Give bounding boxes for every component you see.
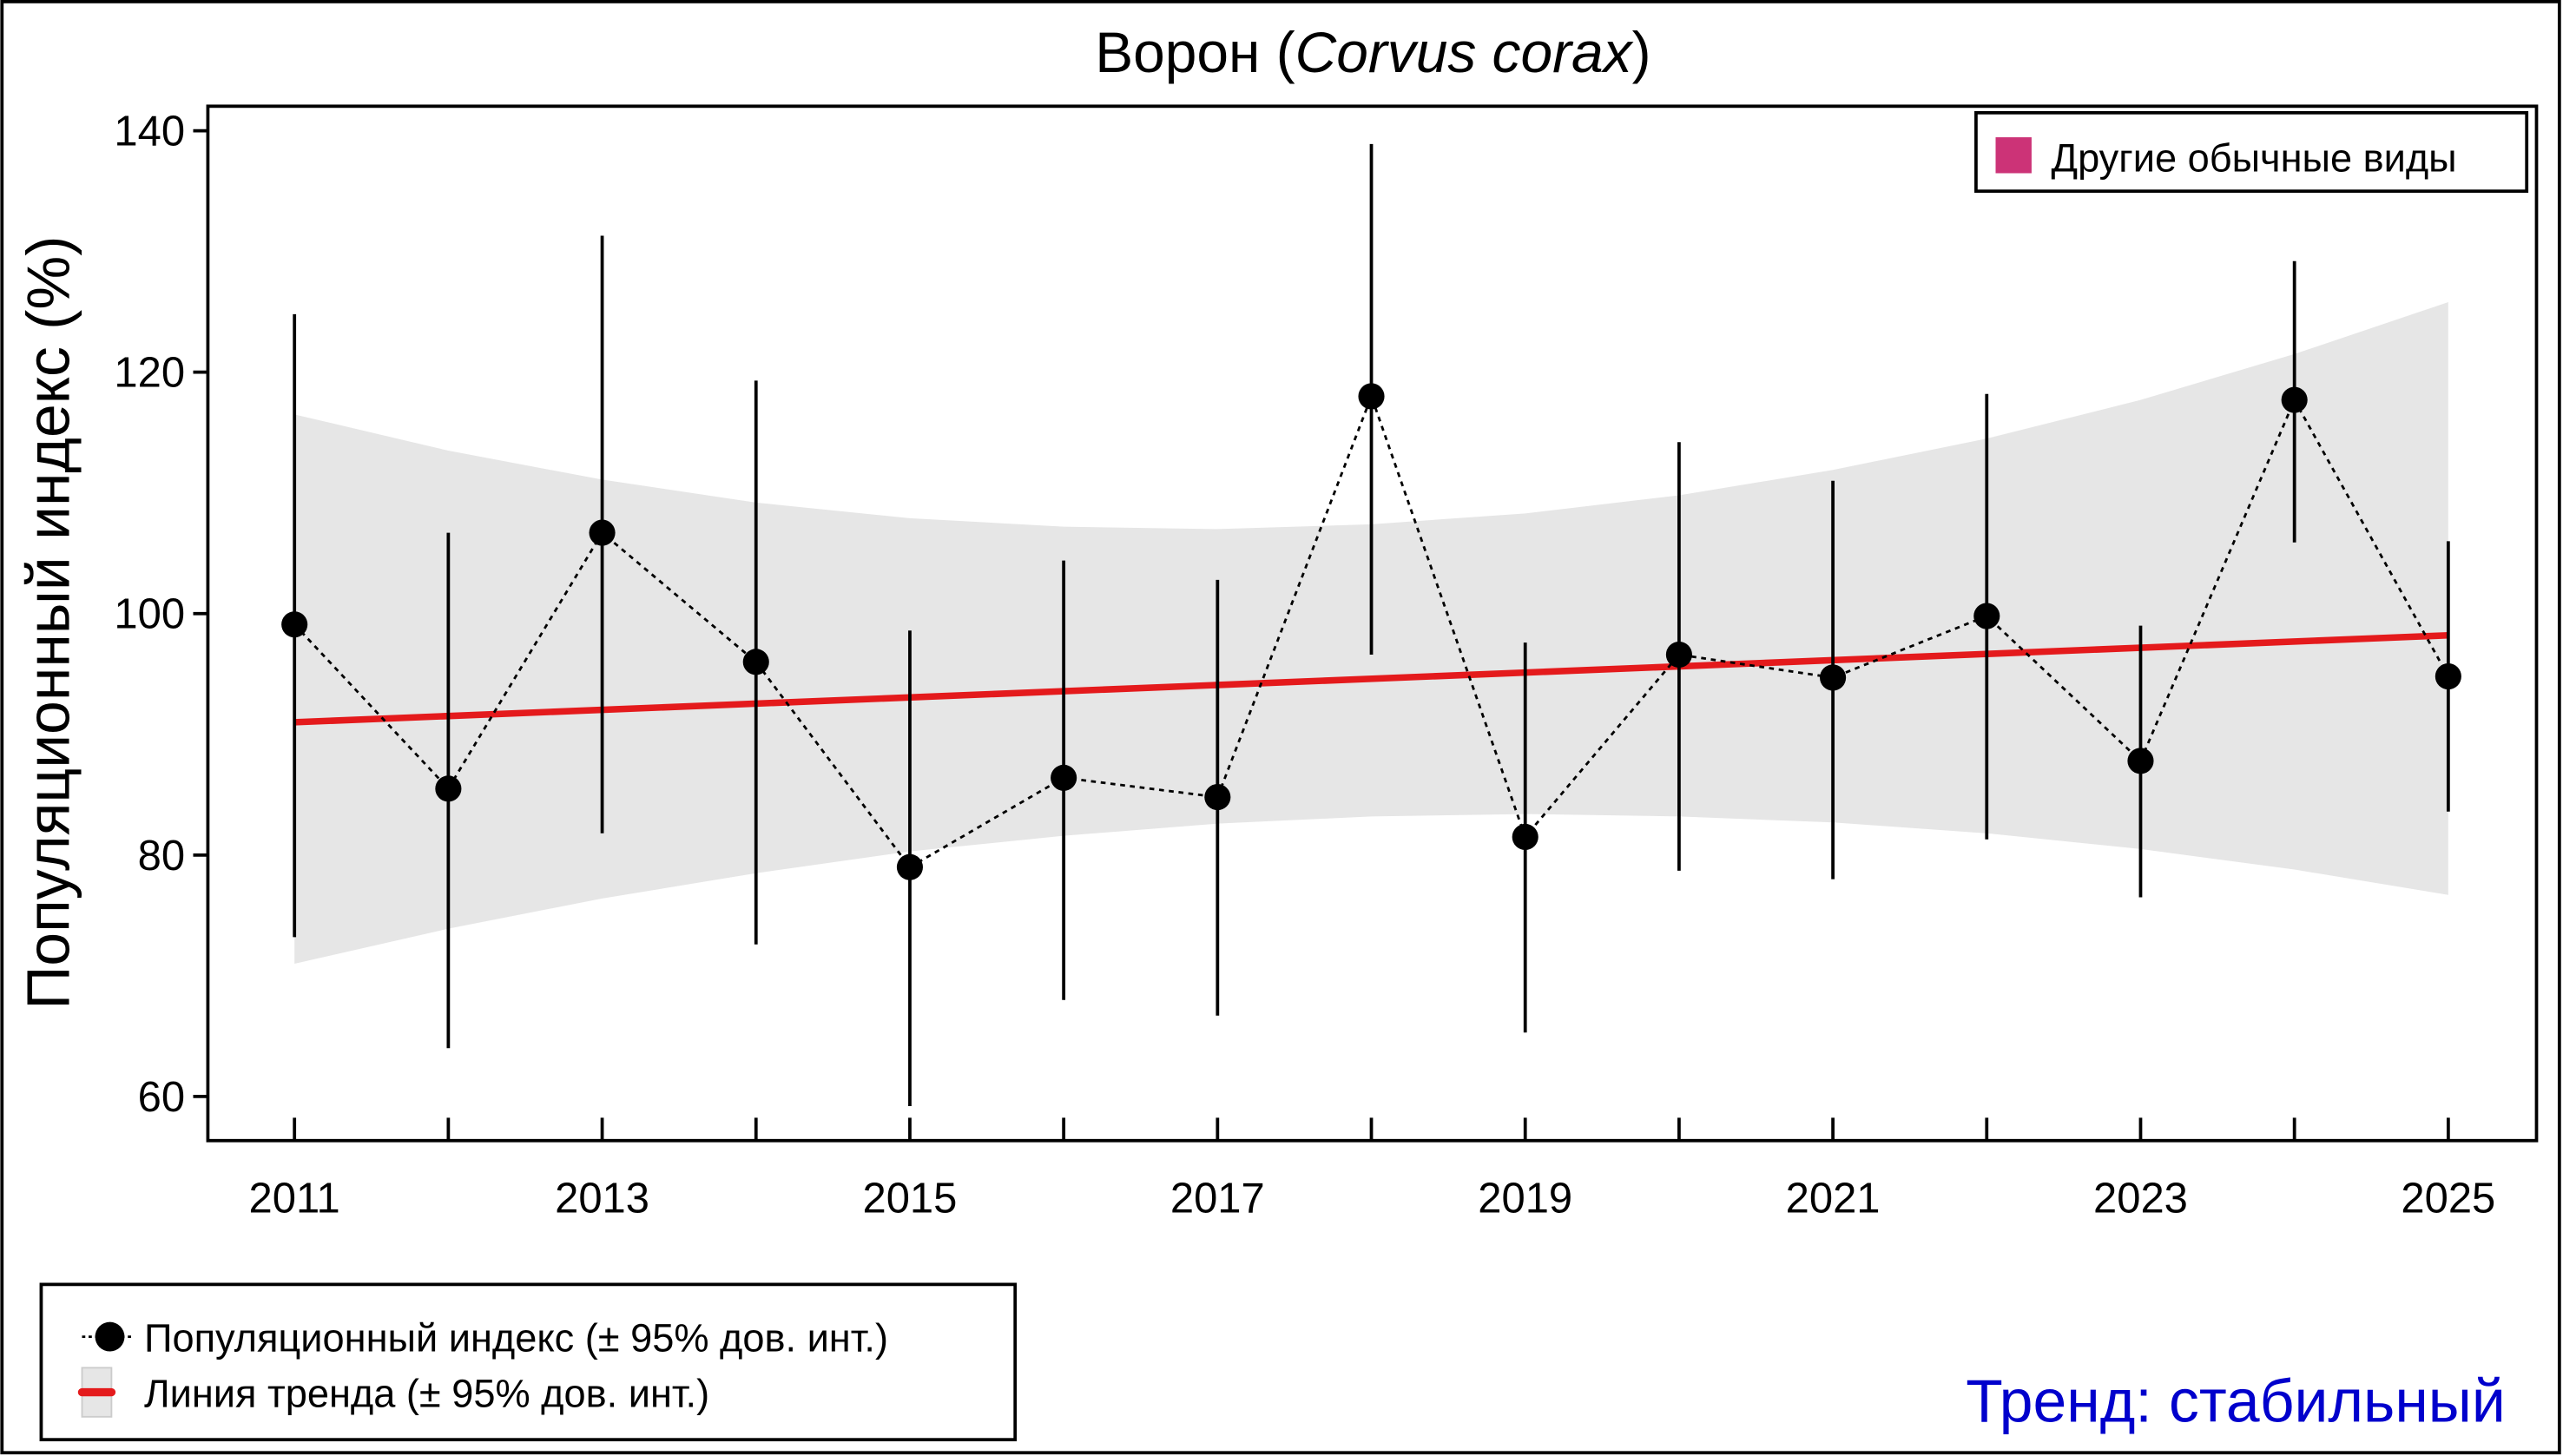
x-tick-label: 2011 <box>249 1176 340 1222</box>
trend-line <box>294 632 2449 726</box>
plot-area: 60 80 100 120 140 2011 2013 2015 2017 2019 2021 202… <box>114 109 2495 1222</box>
legend-bottom: Популяционный индекс (± 95% дов. инт.) Л… <box>39 1282 1018 1442</box>
data-point <box>1204 784 1231 811</box>
y-tick-label: 80 <box>138 833 185 880</box>
x-tick-label: 2021 <box>1786 1176 1881 1222</box>
legend-label-other-species: Другие обычные виды <box>2051 136 2456 181</box>
x-tick-label: 2015 <box>863 1176 958 1222</box>
data-point <box>1665 641 1692 669</box>
y-tick-label: 140 <box>114 109 185 155</box>
y-axis-label: Популяционный индекс (%) <box>14 236 82 1010</box>
data-point <box>589 519 616 546</box>
x-tick-label: 2023 <box>2093 1176 2188 1222</box>
legend-point-icon <box>95 1321 125 1352</box>
data-point <box>435 775 462 802</box>
x-tick-label: 2013 <box>555 1176 649 1222</box>
data-point <box>1820 664 1847 691</box>
data-point <box>1512 823 1538 851</box>
legend-top-right: Другие обычные виды <box>1974 110 2529 194</box>
data-point <box>2127 748 2154 774</box>
data-point <box>1051 764 1077 791</box>
data-point <box>281 611 308 638</box>
x-tick-label: 2025 <box>2401 1176 2495 1222</box>
legend-swatch-other-species <box>1995 137 2032 174</box>
x-tick-label: 2019 <box>1478 1176 1572 1222</box>
y-tick-label: 100 <box>114 591 185 638</box>
legend-label-index: Популяционный индекс (± 95% дов. инт.) <box>144 1316 888 1360</box>
plot-frame <box>206 104 2539 1143</box>
index-dotted-line <box>293 392 2450 869</box>
y-tick-label: 60 <box>138 1074 185 1121</box>
data-point <box>2435 662 2461 690</box>
data-point <box>896 853 924 880</box>
data-point <box>742 649 769 675</box>
data-point <box>2281 386 2308 413</box>
y-tick-label: 120 <box>114 350 185 397</box>
legend-label-trend: Линия тренда (± 95% дов. инт.) <box>144 1372 709 1416</box>
data-point <box>1973 603 2000 629</box>
data-point <box>1358 383 1385 410</box>
chart-title: Ворон (Corvus corax) <box>1095 20 1650 84</box>
trend-status-text: Тренд: стабильный <box>1966 1367 2506 1434</box>
x-tick-label: 2017 <box>1170 1176 1265 1222</box>
